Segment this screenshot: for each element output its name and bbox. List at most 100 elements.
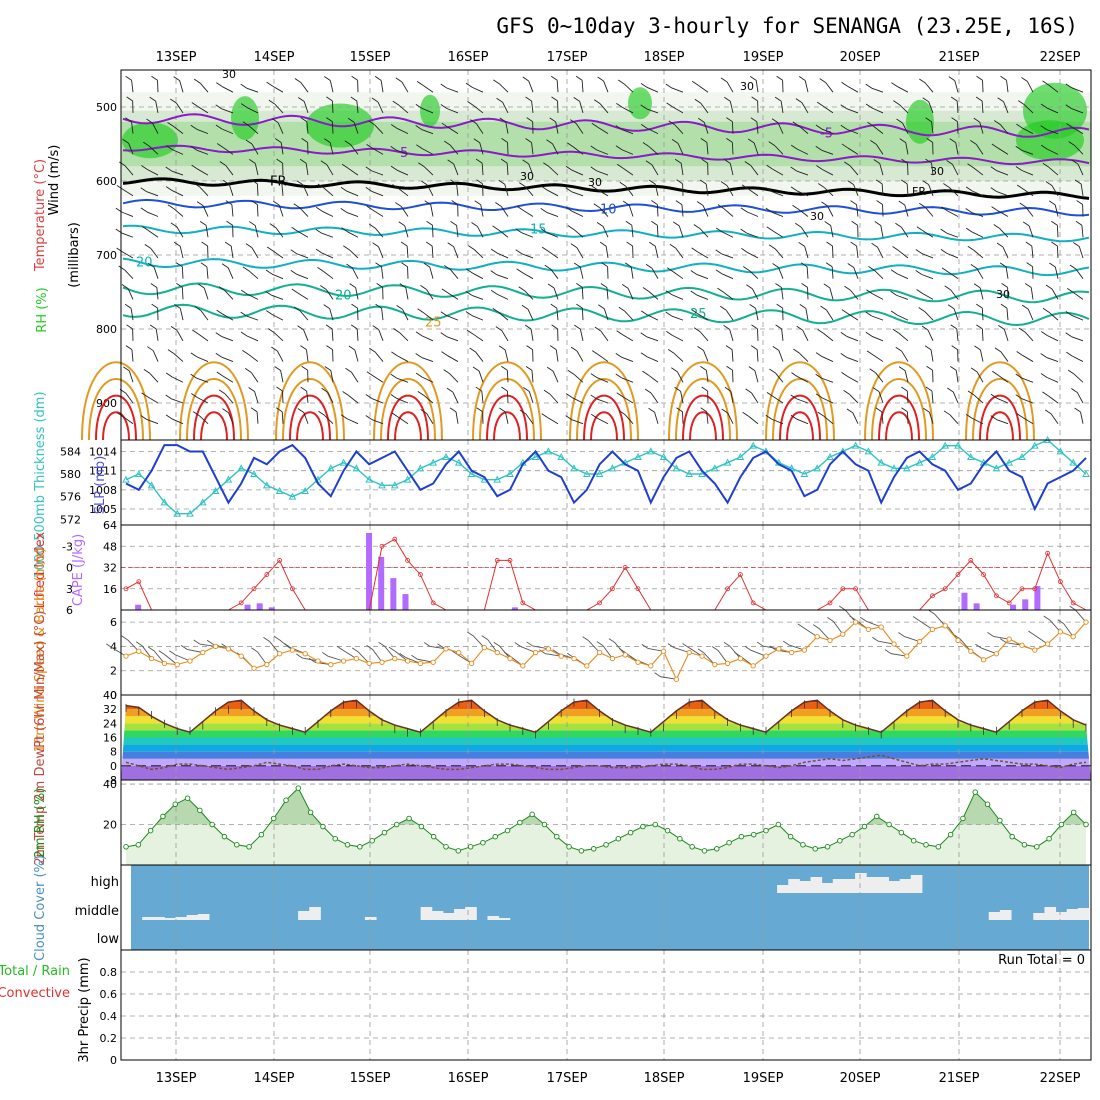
cape-bar (402, 594, 409, 610)
wind-barb-flag (900, 179, 908, 185)
wind-barb (331, 100, 334, 113)
wind-barb (400, 206, 409, 217)
wind-barb-flag (199, 221, 207, 226)
wind-barb (675, 248, 684, 259)
wind-barb (672, 271, 684, 280)
wind-barb (924, 82, 934, 93)
wind-barb (971, 231, 984, 238)
wind-barb (501, 206, 509, 217)
wind-barb (297, 292, 309, 300)
wind-barb (1027, 308, 1034, 321)
thickness-tick-label: 576 (60, 491, 81, 504)
wind-barb (326, 164, 334, 176)
rh-point (295, 785, 302, 791)
wind-barb (200, 310, 209, 321)
wind-barb-flag (1040, 353, 1047, 358)
warm-contour (972, 378, 1028, 441)
wind-barb (498, 312, 509, 321)
wind-barb (924, 207, 934, 217)
wind-barb (1021, 170, 1034, 176)
wind-barb (321, 252, 334, 259)
wind-barb-flag (450, 220, 457, 226)
wind-barb (324, 414, 334, 425)
warm-contour (486, 394, 528, 441)
wind-barb (396, 149, 409, 155)
wind-barb (993, 635, 1010, 640)
wind-barb-flag (841, 372, 848, 377)
wind-barb (823, 333, 834, 342)
wind-barb-flag (790, 166, 797, 172)
lifted-index-point (725, 586, 730, 592)
wind-barb-flag (924, 345, 932, 351)
thickness-point (403, 475, 412, 483)
wind-barb (727, 412, 734, 424)
wind-barb-flag (742, 266, 750, 271)
wind-barb (973, 249, 984, 259)
wind-speed-point (712, 661, 718, 668)
wind-barb-flag (167, 204, 175, 210)
wind-barb (206, 266, 209, 279)
warm-contour (380, 378, 436, 441)
thickness-point (557, 452, 566, 460)
panel-frame (120, 609, 1092, 696)
wind-barb (1048, 395, 1059, 404)
wind-barb (1002, 246, 1009, 259)
wind-barb-flag (121, 635, 128, 641)
wind-barb (147, 169, 159, 176)
rh-point (1058, 821, 1065, 828)
wind-barb-flag (745, 388, 752, 394)
wind-speed-point (916, 638, 923, 645)
wind-barb-flag (126, 96, 133, 102)
wind-barb (302, 184, 309, 196)
wind-barb (1006, 80, 1009, 93)
warm-contour (493, 411, 521, 441)
wind-barb-flag (666, 267, 674, 273)
wind-barb (173, 353, 184, 362)
wind-barb (821, 128, 834, 135)
wind-barb-flag (640, 124, 648, 129)
wind-barb (323, 187, 334, 197)
wind-barb-flag (816, 101, 824, 107)
wind-barb-flag (840, 353, 847, 358)
isotherm-label: 25 (425, 316, 442, 331)
wind-barb-flag (726, 365, 733, 371)
wind-barb (572, 397, 584, 404)
wind-speed-point (200, 649, 206, 656)
wind-barb-flag (1069, 605, 1076, 611)
wind-barb-flag (495, 202, 502, 207)
wind-barb (597, 354, 609, 362)
rh-point (430, 833, 437, 840)
wind-barb-flag (437, 643, 444, 649)
middle-cloud-bar (164, 918, 177, 920)
wind-barb-flag (440, 332, 447, 338)
wind-barb (622, 396, 634, 404)
temp-axis-label: 2m Temp 2m DewPt (6hr Min/Max) (°C) (33, 611, 48, 866)
wind-speed-point (648, 663, 654, 669)
wind-barb (269, 641, 280, 654)
wind-barb (426, 413, 434, 424)
wind-barb (906, 390, 909, 404)
wind-barb-flag (194, 306, 202, 311)
wind-barb-flag (699, 179, 707, 185)
lifted-index-point (392, 536, 398, 542)
wind-barb-flag (271, 118, 279, 124)
wind-barb (731, 349, 734, 362)
wind-barb-flag (573, 97, 580, 102)
wind-barb (856, 204, 859, 217)
wind-barb-flag (676, 179, 683, 185)
wind-barb (699, 228, 709, 238)
wind-barb-flag (240, 289, 248, 295)
wind-barb (1046, 129, 1059, 135)
wind-barb (545, 653, 562, 657)
wind-barb-flag (1018, 100, 1025, 106)
top-date-label: 17SEP (547, 50, 588, 65)
wind-barb-flag (898, 200, 906, 206)
wind-barb (648, 291, 659, 300)
wind-barb (528, 163, 534, 176)
wind-barb-flag (346, 263, 353, 269)
wind-barb (1076, 392, 1084, 404)
wind-barb (825, 82, 834, 93)
wind-barb-flag (221, 263, 229, 269)
wind-barb (976, 371, 984, 383)
middle-cloud-bar (142, 917, 154, 920)
